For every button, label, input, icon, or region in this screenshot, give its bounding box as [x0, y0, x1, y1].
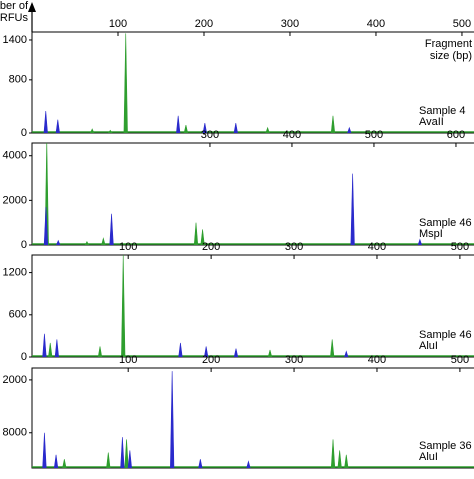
peak: [43, 207, 49, 245]
peak: [330, 115, 336, 133]
panel-frame: [31, 367, 474, 469]
x-tick-label: 400: [368, 241, 386, 253]
x-tick-label: 300: [285, 241, 303, 253]
sample-label: Sample 4: [419, 105, 465, 117]
y-arrow-head: [28, 2, 36, 12]
x-tick-label: 300: [281, 18, 299, 30]
peak: [204, 346, 209, 357]
peak: [123, 33, 128, 133]
sample-label: Sample 46: [419, 329, 472, 341]
y-tick-label: 800: [9, 74, 27, 86]
peak: [344, 454, 349, 468]
sample-label: Sample 36: [419, 440, 472, 452]
y-tick-label: 2000: [3, 194, 27, 206]
x-tick-label: 200: [202, 354, 220, 366]
y-tick-label: 600: [9, 309, 27, 321]
peak: [42, 333, 47, 357]
peak: [417, 238, 422, 245]
y-axis-label: RFUs: [0, 12, 28, 24]
y-tick-label: 0: [21, 351, 27, 363]
sample-label: AvaII: [419, 116, 444, 128]
sample-label: MspI: [419, 228, 443, 240]
y-tick-label: 0: [21, 239, 27, 251]
y-tick-label: 1400: [3, 34, 27, 46]
peak: [48, 342, 53, 357]
y-axis-label: Number of: [0, 0, 29, 12]
x-axis-label: Fragment: [425, 38, 472, 50]
peak: [246, 460, 251, 468]
peak: [233, 348, 239, 357]
peak: [337, 450, 342, 468]
x-tick-label: 200: [195, 18, 213, 30]
x-tick-label: 500: [453, 18, 471, 30]
peak: [84, 241, 90, 245]
x-tick-label: 100: [119, 241, 137, 253]
peak: [200, 229, 205, 245]
peak: [108, 129, 113, 133]
plot-area: [32, 255, 474, 357]
peak: [109, 213, 114, 245]
y-tick-label: 2000: [3, 374, 27, 386]
peak: [176, 115, 181, 133]
peak: [101, 237, 106, 245]
plot-area: [32, 33, 474, 133]
peak: [347, 126, 352, 133]
peak: [267, 349, 273, 357]
x-tick-label: 300: [201, 129, 219, 141]
peak: [97, 346, 103, 357]
peak: [121, 255, 126, 357]
x-tick-label: 600: [447, 129, 465, 141]
sample-label: AluI: [419, 340, 438, 352]
peak: [120, 437, 125, 468]
peak: [127, 450, 132, 468]
x-tick-label: 100: [109, 18, 127, 30]
x-tick-label: 500: [451, 354, 469, 366]
sample-label: AluI: [419, 451, 438, 463]
peak: [106, 452, 111, 468]
peak: [53, 454, 59, 468]
peak: [178, 342, 183, 357]
peak: [233, 122, 238, 133]
peak: [350, 173, 355, 245]
panel-frame: [31, 254, 474, 358]
peak: [62, 459, 67, 468]
peak: [330, 339, 335, 357]
x-axis-label: size (bp): [430, 50, 472, 62]
peak: [265, 126, 270, 133]
x-tick-label: 300: [285, 354, 303, 366]
sample-label: Sample 46: [419, 217, 472, 229]
peak: [54, 339, 59, 357]
x-tick-label: 500: [365, 129, 383, 141]
plot-area: [32, 371, 474, 468]
peak: [198, 459, 203, 468]
peak: [90, 128, 95, 133]
peak: [43, 111, 48, 133]
y-tick-label: 4000: [3, 150, 27, 162]
x-tick-label: 200: [202, 241, 220, 253]
y-tick-label: 1200: [3, 266, 27, 278]
y-tick-label: 0: [21, 127, 27, 139]
panel-frame: [31, 31, 474, 134]
peak: [193, 222, 199, 245]
panel-frame: [31, 142, 474, 246]
peak: [56, 239, 61, 245]
peak: [170, 371, 175, 468]
y-tick-label: 8000: [3, 427, 27, 439]
peak: [202, 122, 207, 133]
peak: [344, 350, 349, 357]
peak: [42, 432, 47, 468]
peak: [183, 124, 189, 133]
peak: [55, 119, 60, 133]
x-tick-label: 400: [368, 354, 386, 366]
peak: [330, 439, 336, 468]
x-tick-label: 400: [283, 129, 301, 141]
x-tick-label: 400: [367, 18, 385, 30]
peak: [124, 439, 129, 468]
x-tick-label: 500: [451, 241, 469, 253]
plot-area: [32, 143, 474, 245]
x-tick-label: 100: [119, 354, 137, 366]
